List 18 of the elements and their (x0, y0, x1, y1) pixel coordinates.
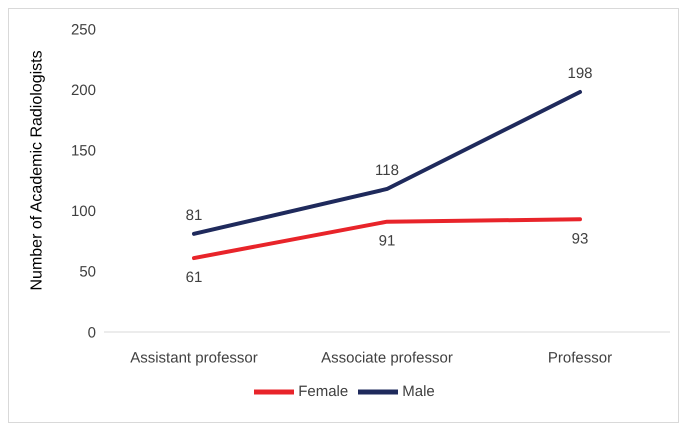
y-tick-label: 100 (70, 203, 96, 220)
data-label: 91 (378, 232, 396, 250)
y-axis-title: Number of Academic Radiologists (28, 50, 46, 290)
legend-label: Female (298, 382, 348, 400)
data-label: 118 (375, 162, 399, 179)
y-tick-label: 200 (70, 82, 96, 99)
x-tick-label: Professor (548, 350, 612, 367)
y-tick-label: 0 (88, 324, 96, 342)
data-label: 81 (186, 206, 202, 224)
legend-label: Male (402, 382, 435, 400)
y-tick-label: 150 (70, 142, 96, 160)
x-tick-label: Assistant professor (130, 350, 258, 367)
y-tick-label: 50 (79, 264, 96, 281)
y-tick-label: 250 (70, 21, 96, 38)
data-label: 93 (572, 230, 588, 248)
data-label: 61 (186, 269, 202, 286)
x-tick-label: Associate professor (321, 350, 453, 367)
data-label: 198 (567, 65, 593, 82)
